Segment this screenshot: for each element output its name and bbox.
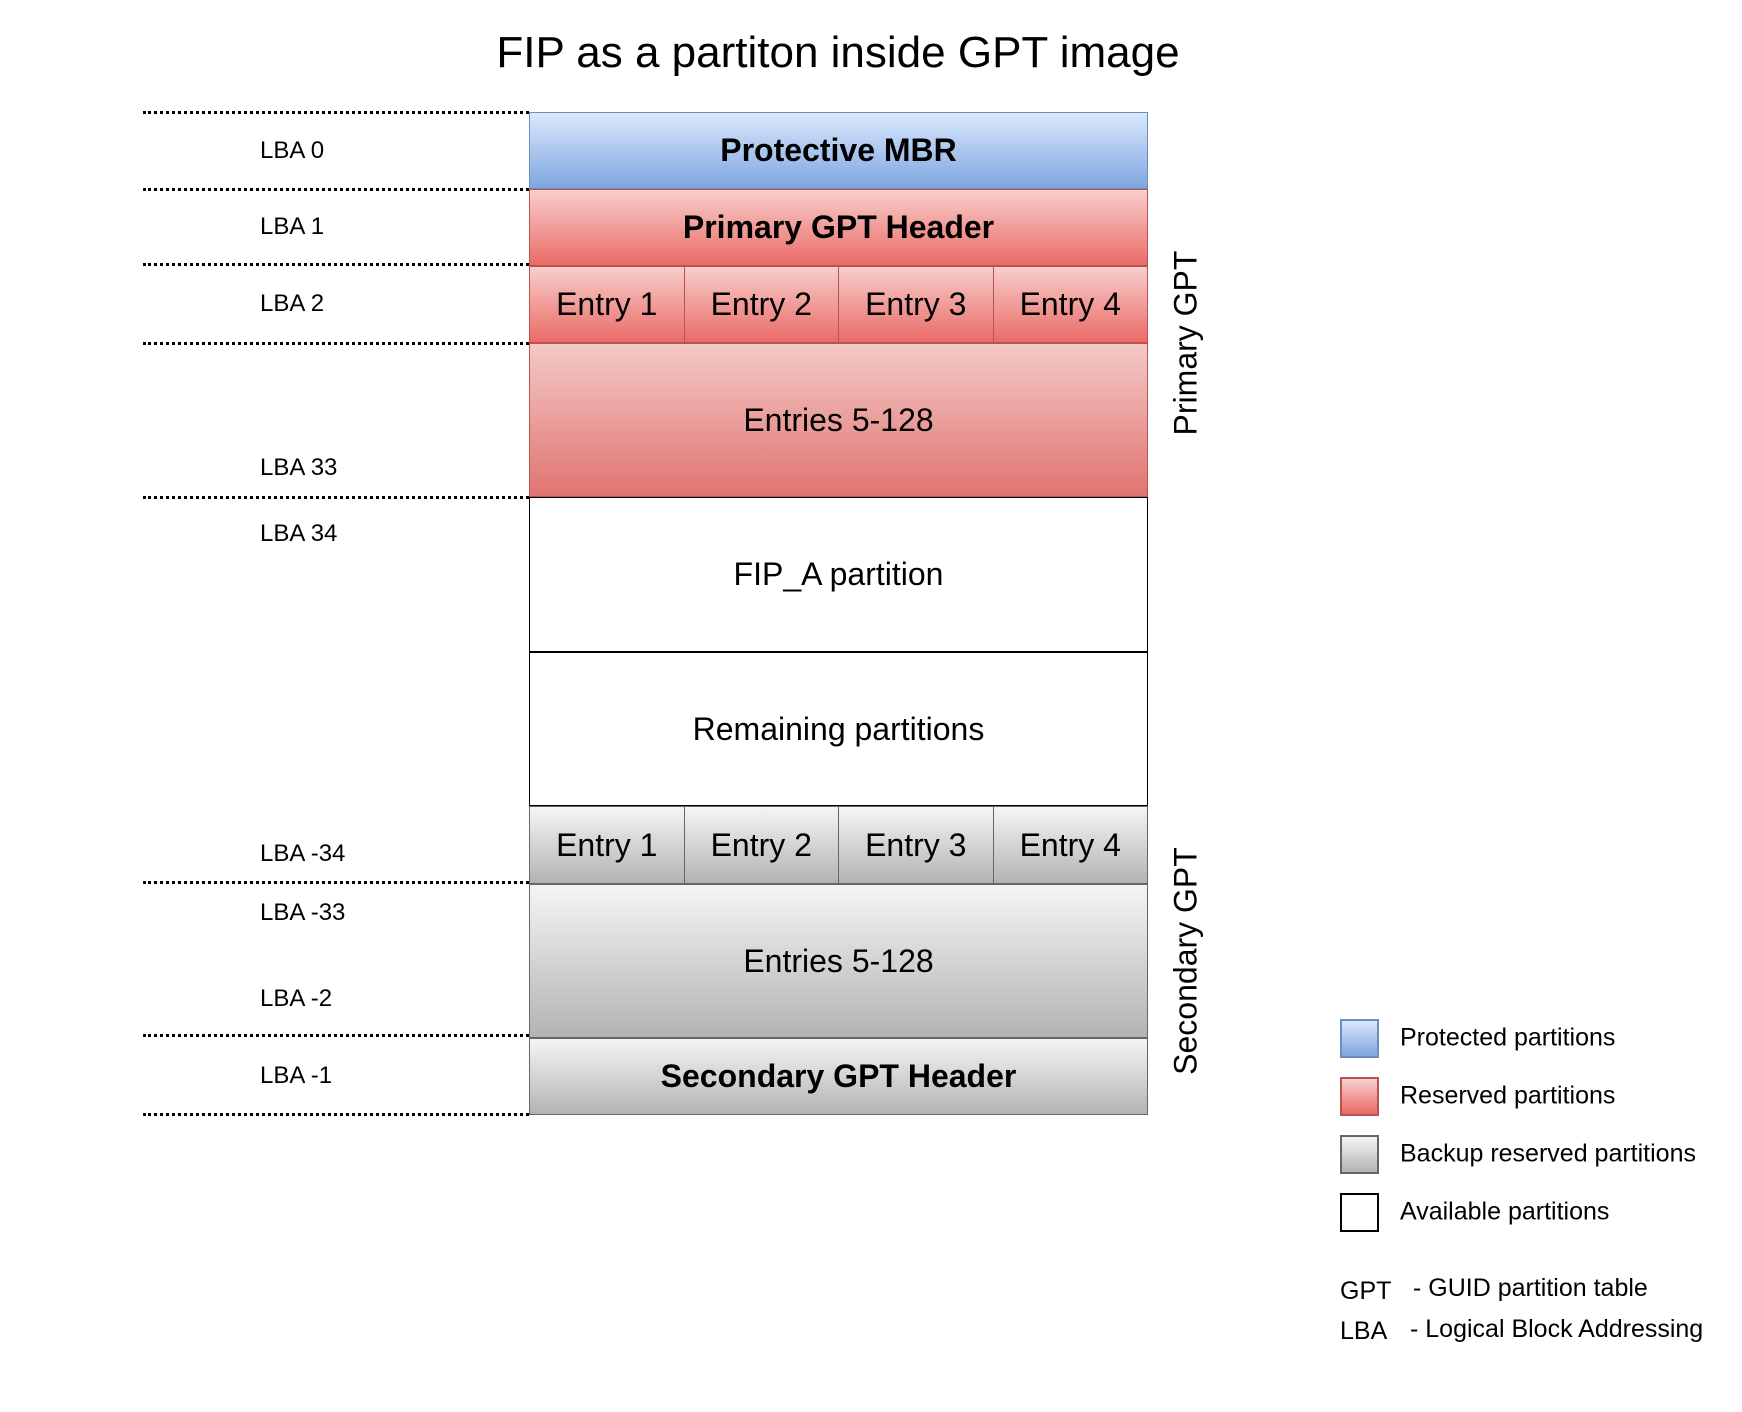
lba-label: LBA 34	[260, 520, 338, 547]
secondary-gpt-header-block: Secondary GPT Header	[529, 1038, 1148, 1115]
abbrev-definition: - GUID partition table	[1413, 1274, 1648, 1302]
boundary-line	[143, 263, 529, 266]
legend-swatch-reserved	[1340, 1077, 1379, 1116]
abbrev-term: LBA	[1340, 1317, 1388, 1345]
primary-entry-cell: Entry 4	[992, 267, 1148, 342]
lba-label: LBA 1	[260, 213, 325, 240]
legend-swatch-backup	[1340, 1135, 1379, 1174]
lba-label: LBA -1	[260, 1062, 333, 1089]
diagram-title: FIP as a partiton inside GPT image	[496, 28, 1180, 77]
fip-a-partition-block: FIP_A partition	[529, 497, 1148, 652]
legend-label: Backup reserved partitions	[1400, 1139, 1696, 1168]
secondary-gpt-label: Secondary GPT	[1167, 847, 1204, 1075]
primary-entry-cell: Entry 3	[838, 267, 993, 342]
abbrev-term: GPT	[1340, 1277, 1392, 1305]
secondary-entries-row: Entry 1 Entry 2 Entry 3 Entry 4	[529, 806, 1148, 884]
lba-label: LBA 33	[260, 454, 338, 481]
secondary-entries-rest-block: Entries 5-128	[529, 884, 1148, 1038]
primary-entry-cell: Entry 1	[556, 286, 658, 322]
boundary-line	[143, 881, 529, 884]
boundary-line	[143, 496, 529, 499]
legend-label: Available partitions	[1400, 1197, 1610, 1226]
secondary-entry-cell: Entry 4	[992, 807, 1148, 883]
boundary-line	[143, 188, 529, 191]
boundary-line	[143, 1034, 529, 1037]
protective-mbr-block: Protective MBR	[529, 112, 1148, 189]
lba-label: LBA 0	[260, 137, 325, 164]
secondary-entry-cell: Entry 1	[556, 826, 658, 863]
legend-swatch-available	[1340, 1193, 1379, 1232]
primary-gpt-header-block: Primary GPT Header	[529, 189, 1148, 266]
lba-label: LBA -33	[260, 899, 346, 926]
legend-label: Reserved partitions	[1400, 1081, 1616, 1110]
lba-label: LBA -34	[260, 840, 346, 867]
abbrev-definition: - Logical Block Addressing	[1410, 1315, 1704, 1343]
secondary-entry-cell: Entry 2	[683, 807, 839, 883]
remaining-partitions-block: Remaining partitions	[529, 652, 1148, 806]
primary-entries-rest-block: Entries 5-128	[529, 343, 1148, 497]
primary-entries-row: Entry 1 Entry 2 Entry 3 Entry 4	[529, 266, 1148, 343]
boundary-line	[143, 1113, 529, 1116]
boundary-line	[143, 342, 529, 345]
primary-entry-cell: Entry 2	[683, 267, 839, 342]
secondary-entry-cell: Entry 3	[838, 807, 993, 883]
legend-label: Protected partitions	[1400, 1023, 1616, 1052]
primary-gpt-label: Primary GPT	[1167, 250, 1204, 436]
legend-swatch-protected	[1340, 1019, 1379, 1058]
boundary-line	[143, 111, 529, 114]
lba-label: LBA -2	[260, 985, 333, 1012]
lba-label: LBA 2	[260, 290, 325, 317]
